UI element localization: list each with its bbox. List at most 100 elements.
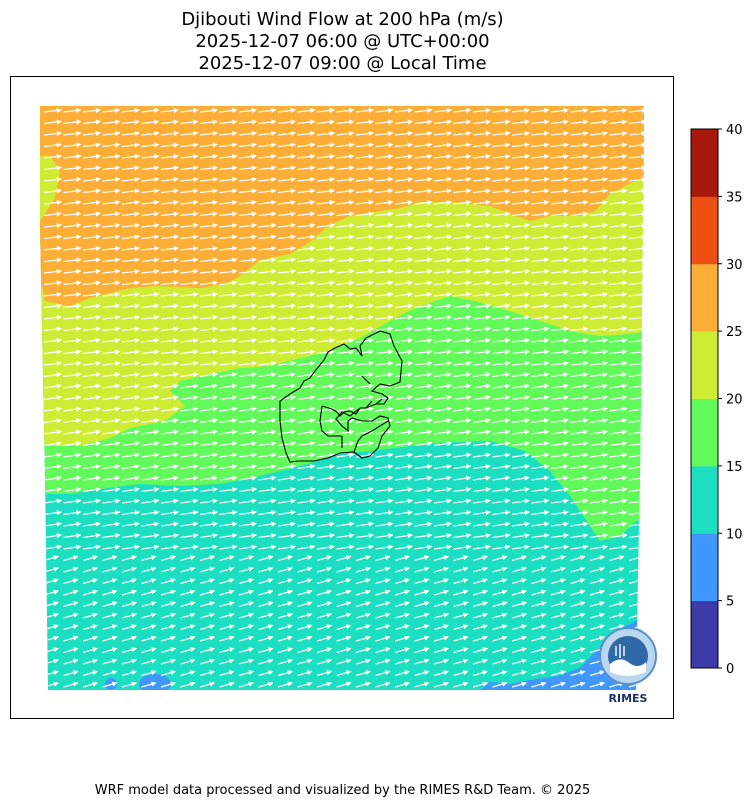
wind-arrow-head <box>154 107 160 113</box>
wind-arrow-head <box>310 544 316 550</box>
wind-arrow-head <box>232 521 238 527</box>
wind-arrow-head <box>56 326 63 332</box>
wind-arrow-head <box>329 291 336 297</box>
wind-arrow-head <box>154 383 160 389</box>
wind-arrow-head <box>95 326 102 332</box>
wind-arrow-head <box>154 349 160 355</box>
wind-arrow-head <box>505 280 511 286</box>
wind-arrow-head <box>622 429 628 435</box>
wind-arrow-head <box>115 119 121 125</box>
wind-arrow-head <box>154 510 160 516</box>
wind-arrow-head <box>524 349 531 355</box>
wind-arrow-head <box>368 360 375 366</box>
wind-arrow-head <box>388 165 394 171</box>
wind-arrow-head <box>95 268 102 274</box>
wind-arrow-head <box>622 498 628 504</box>
wind-arrow-head <box>56 142 63 148</box>
wind-arrow-head <box>290 107 297 113</box>
wind-arrow-head <box>407 142 414 148</box>
wind-arrow-head <box>622 510 628 516</box>
wind-arrow-head <box>310 165 316 171</box>
wind-arrow-head <box>310 441 316 447</box>
wind-arrow-head <box>524 245 531 251</box>
wind-arrow-head <box>349 395 355 401</box>
wind-arrow-head <box>193 107 199 113</box>
wind-arrow-head <box>310 199 316 205</box>
wind-arrow-head <box>56 211 63 217</box>
wind-arrow-head <box>524 510 531 516</box>
wind-arrow-head <box>368 395 375 401</box>
wind-arrow-head <box>368 349 375 355</box>
wind-arrow-head <box>641 107 644 113</box>
wind-arrow-head <box>485 429 492 435</box>
wind-arrow-head <box>368 176 375 182</box>
wind-arrow-head <box>95 142 102 148</box>
wind-arrow-head <box>134 429 141 435</box>
wind-arrow-head <box>349 487 355 493</box>
wind-arrow-head <box>349 268 355 274</box>
wind-arrow-head <box>349 521 355 527</box>
colorbar-segment <box>691 331 718 399</box>
wind-arrow-head <box>271 291 277 297</box>
wind-arrow-head <box>524 142 531 148</box>
wind-arrow-head <box>76 349 82 355</box>
wind-arrow-head <box>193 544 199 550</box>
wind-arrow-head <box>583 245 589 251</box>
wind-arrow-head <box>602 222 609 228</box>
wind-arrow-head <box>602 257 609 263</box>
wind-arrow-head <box>622 119 628 125</box>
wind-arrow-head <box>251 142 258 148</box>
wind-arrow-head <box>329 533 336 539</box>
wind-arrow-head <box>173 268 180 274</box>
colorbar-segment <box>691 465 718 534</box>
wind-arrow-head <box>56 119 63 125</box>
wind-arrow-head <box>368 383 375 389</box>
wind-arrow-head <box>56 372 63 378</box>
wind-arrow-head <box>505 349 511 355</box>
wind-arrow-head <box>212 521 219 527</box>
wind-arrow-head <box>134 268 141 274</box>
wind-arrow-head <box>407 452 414 458</box>
wind-arrow-head <box>290 165 297 171</box>
wind-arrow-head <box>212 544 219 550</box>
wind-arrow-head <box>446 349 453 355</box>
wind-arrow-head <box>310 245 316 251</box>
wind-arrow-head <box>544 165 550 171</box>
wind-arrow-head <box>56 291 63 297</box>
wind-arrow-head <box>602 383 609 389</box>
wind-arrow-head <box>95 475 102 481</box>
wind-arrow-head <box>173 245 180 251</box>
wind-arrow-head <box>563 130 570 136</box>
wind-arrow-head <box>115 337 121 343</box>
wind-arrow-head <box>173 349 180 355</box>
wind-arrow-head <box>563 521 570 527</box>
wind-arrow-head <box>368 130 375 136</box>
wind-arrow-head <box>290 487 297 493</box>
wind-arrow-head <box>349 211 355 217</box>
wind-arrow-head <box>446 441 453 447</box>
wind-arrow-head <box>212 372 219 378</box>
wind-arrow-head <box>115 395 121 401</box>
wind-arrow-head <box>485 349 492 355</box>
wind-arrow-head <box>466 176 472 182</box>
wind-arrow-head <box>427 257 433 263</box>
wind-arrow-head <box>115 142 121 148</box>
wind-arrow-head <box>310 142 316 148</box>
wind-arrow-head <box>290 418 297 424</box>
wind-arrow-head <box>602 142 609 148</box>
wind-arrow-head <box>466 383 472 389</box>
wind-map <box>40 106 644 690</box>
wind-arrow-head <box>485 406 492 412</box>
wind-arrow-head <box>115 222 121 228</box>
wind-arrow-head <box>115 280 121 286</box>
wind-arrow-head <box>427 475 433 481</box>
wind-arrow-head <box>368 498 375 504</box>
wind-arrow-head <box>173 544 180 550</box>
wind-arrow-head <box>524 165 531 171</box>
wind-arrow-head <box>524 406 531 412</box>
credit-line: WRF model data processed and visualized … <box>94 783 591 798</box>
wind-arrow-head <box>95 349 102 355</box>
wind-arrow-head <box>290 475 297 481</box>
wind-arrow-head <box>544 487 550 493</box>
wind-arrow-head <box>251 176 258 182</box>
